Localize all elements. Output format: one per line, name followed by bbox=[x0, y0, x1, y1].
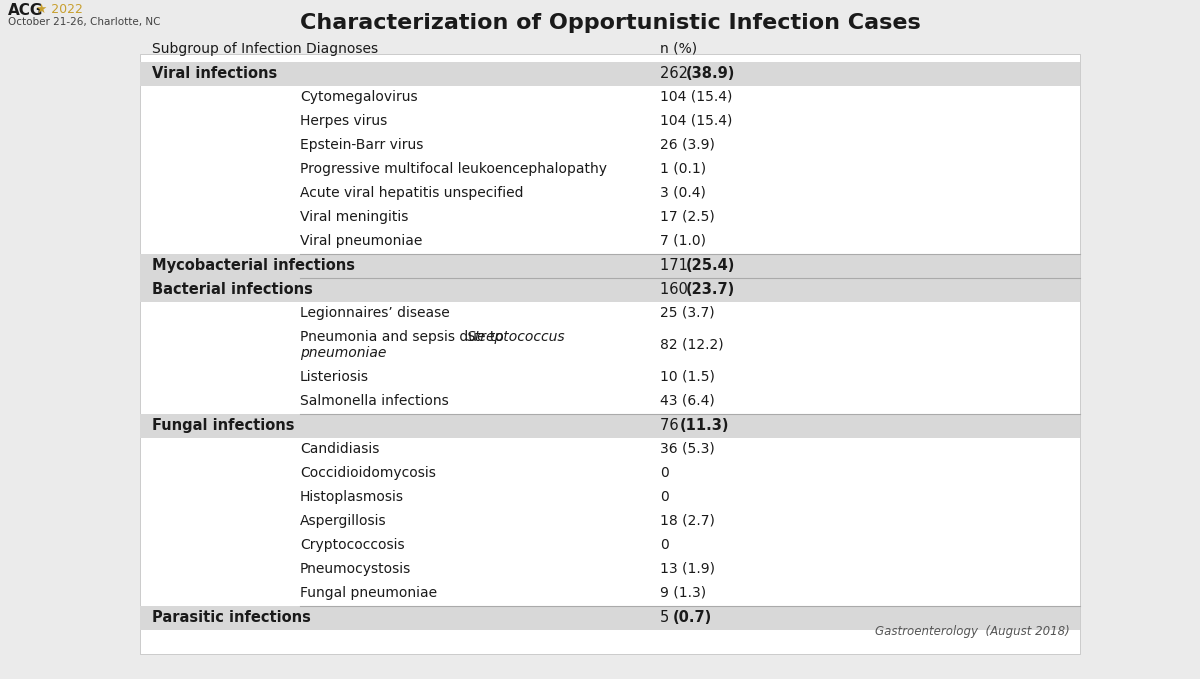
Text: 82 (12.2): 82 (12.2) bbox=[660, 338, 724, 352]
Text: Gastroenterology  (August 2018): Gastroenterology (August 2018) bbox=[875, 625, 1070, 638]
Text: 25 (3.7): 25 (3.7) bbox=[660, 306, 715, 320]
Text: Aspergillosis: Aspergillosis bbox=[300, 514, 386, 528]
Text: Acute viral hepatitis unspecified: Acute viral hepatitis unspecified bbox=[300, 186, 523, 200]
Text: 171: 171 bbox=[660, 258, 692, 273]
Text: 7 (1.0): 7 (1.0) bbox=[660, 234, 706, 248]
Text: 104 (15.4): 104 (15.4) bbox=[660, 114, 732, 128]
Text: 13 (1.9): 13 (1.9) bbox=[660, 562, 715, 576]
Text: Parasitic infections: Parasitic infections bbox=[152, 610, 311, 625]
Bar bbox=[140, 62, 1080, 86]
Text: Pneumocystosis: Pneumocystosis bbox=[300, 562, 412, 576]
Text: Bacterial infections: Bacterial infections bbox=[152, 282, 313, 297]
Text: Coccidioidomycosis: Coccidioidomycosis bbox=[300, 466, 436, 480]
Text: 76: 76 bbox=[660, 418, 683, 433]
Text: Histoplasmosis: Histoplasmosis bbox=[300, 490, 404, 504]
Text: Streptococcus: Streptococcus bbox=[467, 330, 565, 344]
Text: (23.7): (23.7) bbox=[686, 282, 736, 297]
Text: 26 (3.9): 26 (3.9) bbox=[660, 138, 715, 152]
Text: 0: 0 bbox=[660, 490, 668, 504]
Text: (0.7): (0.7) bbox=[673, 610, 713, 625]
Text: 10 (1.5): 10 (1.5) bbox=[660, 370, 715, 384]
Text: Cytomegalovirus: Cytomegalovirus bbox=[300, 90, 418, 104]
Text: 0: 0 bbox=[660, 466, 668, 480]
Text: n (%): n (%) bbox=[660, 42, 697, 56]
Bar bbox=[140, 414, 1080, 438]
Text: (11.3): (11.3) bbox=[679, 418, 730, 433]
Text: Subgroup of Infection Diagnoses: Subgroup of Infection Diagnoses bbox=[152, 42, 378, 56]
Bar bbox=[140, 254, 1080, 278]
Text: 36 (5.3): 36 (5.3) bbox=[660, 442, 715, 456]
Text: 1 (0.1): 1 (0.1) bbox=[660, 162, 706, 176]
Text: pneumoniae: pneumoniae bbox=[300, 346, 386, 360]
Text: Viral pneumoniae: Viral pneumoniae bbox=[300, 234, 422, 248]
Text: 160: 160 bbox=[660, 282, 692, 297]
Text: (25.4): (25.4) bbox=[686, 258, 736, 273]
Text: Mycobacterial infections: Mycobacterial infections bbox=[152, 258, 355, 273]
Text: Fungal infections: Fungal infections bbox=[152, 418, 294, 433]
Text: ★ 2022: ★ 2022 bbox=[36, 3, 83, 16]
Text: October 21-26, Charlotte, NC: October 21-26, Charlotte, NC bbox=[8, 17, 161, 27]
Bar bbox=[140, 606, 1080, 630]
Text: 9 (1.3): 9 (1.3) bbox=[660, 586, 706, 600]
Text: (38.9): (38.9) bbox=[686, 66, 736, 81]
Bar bbox=[140, 54, 1080, 654]
Text: Cryptococcosis: Cryptococcosis bbox=[300, 538, 404, 552]
Text: Candidiasis: Candidiasis bbox=[300, 442, 379, 456]
Text: Epstein-Barr virus: Epstein-Barr virus bbox=[300, 138, 424, 152]
Text: Progressive multifocal leukoencephalopathy: Progressive multifocal leukoencephalopat… bbox=[300, 162, 607, 176]
Text: Viral meningitis: Viral meningitis bbox=[300, 210, 408, 224]
Text: 5: 5 bbox=[660, 610, 674, 625]
Text: Legionnaires’ disease: Legionnaires’ disease bbox=[300, 306, 450, 320]
Bar bbox=[140, 278, 1080, 302]
Text: Pneumonia and sepsis due to: Pneumonia and sepsis due to bbox=[300, 330, 509, 344]
Text: 262: 262 bbox=[660, 66, 692, 81]
Text: Characterization of Opportunistic Infection Cases: Characterization of Opportunistic Infect… bbox=[300, 13, 920, 33]
Text: Fungal pneumoniae: Fungal pneumoniae bbox=[300, 586, 437, 600]
Text: 0: 0 bbox=[660, 538, 668, 552]
Text: Viral infections: Viral infections bbox=[152, 66, 277, 81]
Text: 43 (6.4): 43 (6.4) bbox=[660, 394, 715, 408]
Text: Herpes virus: Herpes virus bbox=[300, 114, 388, 128]
Text: 104 (15.4): 104 (15.4) bbox=[660, 90, 732, 104]
Text: 3 (0.4): 3 (0.4) bbox=[660, 186, 706, 200]
Text: 18 (2.7): 18 (2.7) bbox=[660, 514, 715, 528]
Text: Listeriosis: Listeriosis bbox=[300, 370, 370, 384]
Text: ACG: ACG bbox=[8, 3, 43, 18]
Text: 17 (2.5): 17 (2.5) bbox=[660, 210, 715, 224]
Text: Salmonella infections: Salmonella infections bbox=[300, 394, 449, 408]
